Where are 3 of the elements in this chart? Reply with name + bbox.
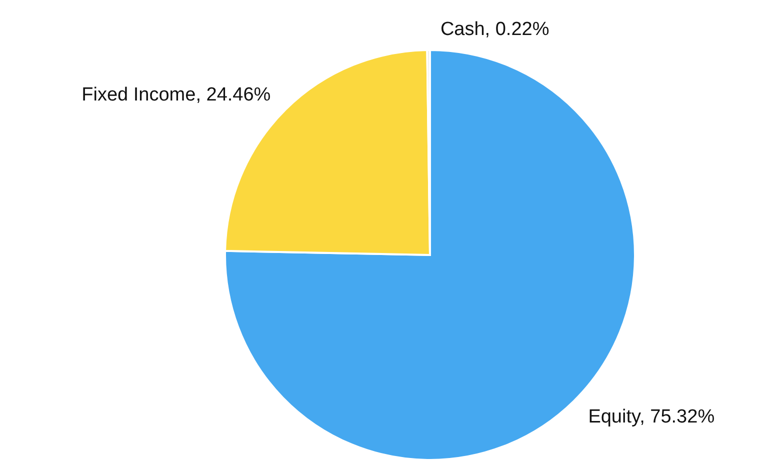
- slice-label: Fixed Income, 24.46%: [82, 84, 271, 106]
- slice-label: Cash, 0.22%: [440, 19, 550, 40]
- slice-label: Equity, 75.32%: [588, 406, 715, 428]
